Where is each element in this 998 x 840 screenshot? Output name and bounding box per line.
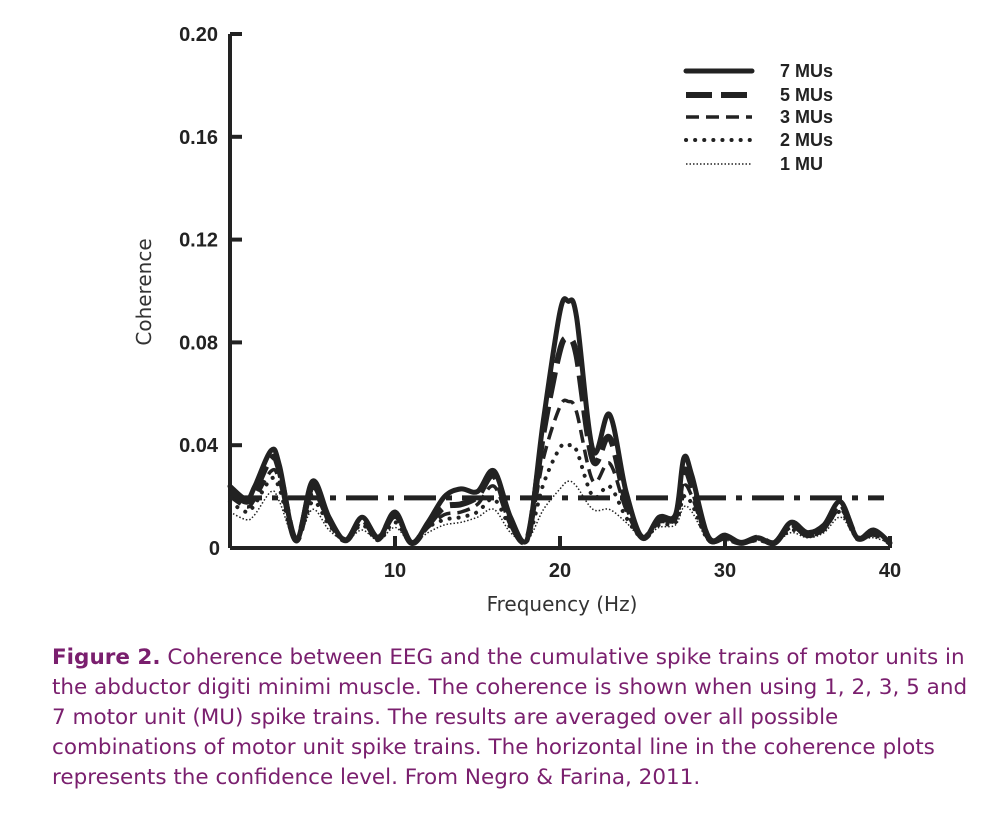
series-line-7-mus	[227, 296, 893, 546]
caption-lead: Figure 2.	[52, 645, 161, 670]
y-tick-label: 0.12	[179, 230, 218, 252]
y-tick-label: 0.08	[179, 332, 218, 354]
y-tick-label: 0.20	[179, 24, 218, 46]
figure-caption: Figure 2. Coherence between EEG and the …	[52, 643, 972, 793]
coherence-chart: 0 0.04 0.08 0.12 0.16 0.20 10 20 30 40 7 MUs 5 MUs…	[132, 24, 901, 616]
legend-label: 3 MUs	[780, 107, 833, 127]
x-axis-title: Frequency (Hz)	[487, 592, 638, 616]
y-tick-label: 0	[209, 538, 220, 560]
legend-label: 7 MUs	[780, 61, 833, 81]
y-tick-label: 0.16	[179, 127, 218, 149]
x-tick-label: 20	[549, 560, 571, 582]
y-tick-label: 0.04	[179, 435, 219, 457]
legend-label: 5 MUs	[780, 85, 833, 105]
y-axis-title: Coherence	[132, 238, 156, 345]
legend-label: 1 MU	[780, 154, 823, 174]
x-tick-label: 40	[879, 560, 901, 582]
caption-text: Coherence between EEG and the cumulative…	[52, 645, 968, 790]
x-tick-label: 10	[384, 560, 406, 582]
x-tick-label: 30	[714, 560, 736, 582]
legend-label: 2 MUs	[780, 130, 833, 150]
